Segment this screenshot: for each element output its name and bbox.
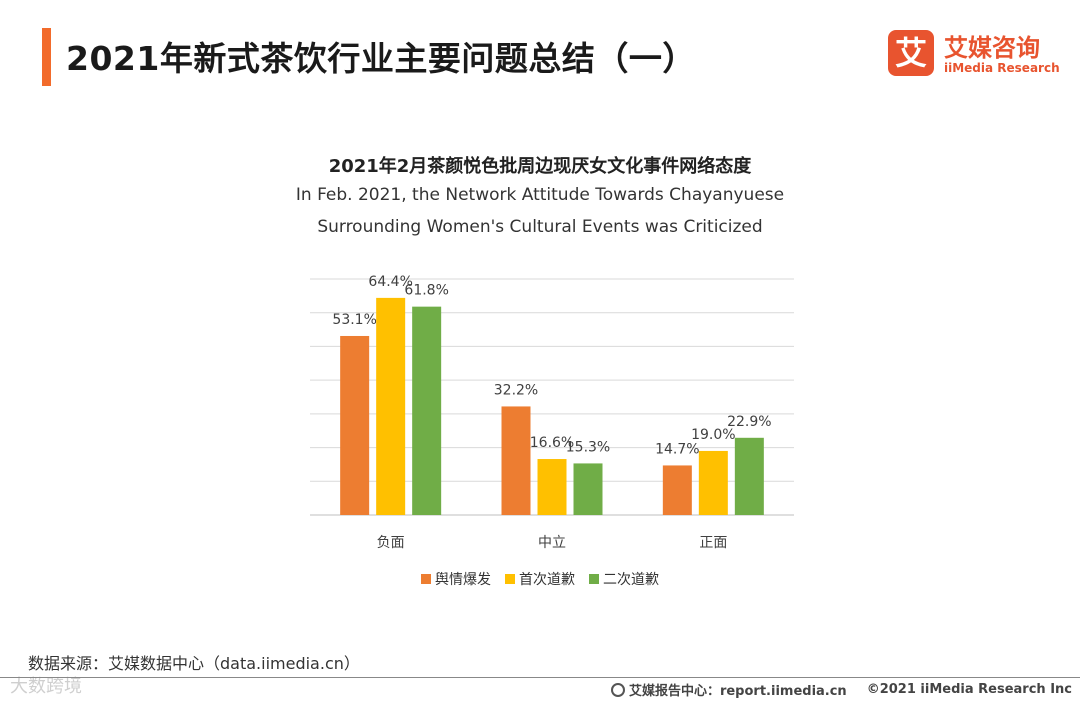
bar [537,459,567,515]
data-label: 14.7% [655,441,699,457]
bar [698,450,728,515]
x-tick-label: 负面 [377,535,405,551]
iimedia-logo[interactable]: 艾 艾媒咨询 iiMedia Research [886,30,1076,80]
bar [412,306,442,515]
bar [662,465,692,515]
logo-name-cn: 艾媒咨询 [944,34,1040,62]
legend-label-second-apology: 二次道歉 [603,572,659,588]
bar [376,297,406,515]
legend-swatch-second-apology [589,574,599,584]
data-label: 53.1% [332,312,376,328]
data-label: 15.3% [566,439,610,455]
chart-legend: 舆情爆发 首次道歉 二次道歉 [0,569,1080,589]
data-label: 22.9% [727,414,771,430]
title-accent-bar [42,28,51,86]
legend-swatch-first-apology [505,574,515,584]
chart-subtitle-line1: In Feb. 2021, the Network Attitude Towar… [295,185,785,205]
bar [573,463,603,515]
footer-copyright: ©2021 iiMedia Research Inc [866,682,1072,697]
data-label: 61.8% [404,283,448,299]
footer: 艾媒报告中心：report.iimedia.cn ©2021 iiMedia R… [610,680,1072,699]
data-source: 数据来源：艾媒数据中心（data.iimedia.cn） [28,654,360,673]
data-label: 16.6% [530,435,574,451]
legend-swatch-outbreak [421,574,431,584]
page-title: 2021年新式茶饮行业主要问题总结（一） [66,39,696,78]
watermark: 大数跨境 [10,676,82,697]
x-tick-label: 中立 [538,535,566,551]
bar [734,437,764,515]
data-label: 64.4% [368,274,412,290]
legend-item-second-apology: 二次道歉 [589,569,659,589]
data-label: 32.2% [494,382,538,398]
legend-label-outbreak: 舆情爆发 [435,572,491,588]
bar [340,335,370,515]
footer-site[interactable]: 艾媒报告中心：report.iimedia.cn [628,684,847,699]
x-tick-label: 正面 [699,535,727,551]
globe-icon [610,682,625,697]
logo-name-en: iiMedia Research [944,61,1060,75]
chart-subtitle-line2: Surrounding Women's Cultural Events was … [317,217,763,237]
chart-title: 2021年2月茶颜悦色批周边现厌女文化事件网络态度 [328,156,752,177]
logo-mark-icon: 艾 [888,30,934,76]
bar [501,406,531,515]
legend-item-first-apology: 首次道歉 [505,569,575,589]
footer-divider [0,677,1080,678]
legend-item-outbreak: 舆情爆发 [421,569,491,589]
legend-label-first-apology: 首次道歉 [519,572,575,588]
data-label: 19.0% [691,427,735,443]
